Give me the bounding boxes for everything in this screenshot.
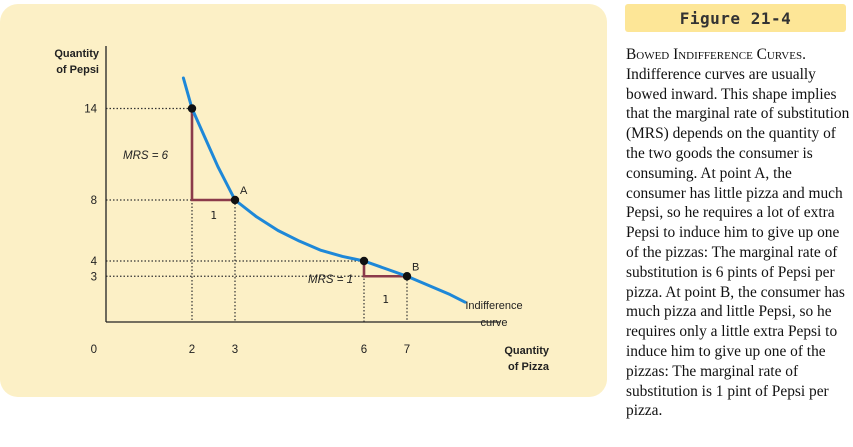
x-axis-title-line1: Quantity xyxy=(504,345,549,357)
point-3 xyxy=(402,272,412,281)
y-axis-title-line2: of Pepsi xyxy=(56,64,99,76)
mrs-step-1 xyxy=(362,261,407,278)
indifference-curve xyxy=(181,76,467,304)
point-0 xyxy=(187,104,197,113)
mrs-label-a: MRS = 6 xyxy=(123,150,169,162)
curve-label-line1: Indifference xyxy=(465,300,522,312)
x-tick-7: 7 xyxy=(404,344,410,356)
mrs-label-b: MRS = 1 xyxy=(308,274,353,286)
chart-panel xyxy=(0,4,607,397)
point-label-B: B xyxy=(412,261,419,273)
y-tick-8: 8 xyxy=(91,195,97,207)
x-tick-6: 6 xyxy=(361,344,367,356)
caption-title: Bowed Indifference Curves. xyxy=(626,46,806,63)
point-2 xyxy=(359,256,369,266)
origin-label: 0 xyxy=(91,344,97,356)
indifference-chart: A B 2 3 6 7 14 8 4 3 0 Quantity of Pepsi Quantity of P… xyxy=(54,46,550,373)
y-tick-3: 3 xyxy=(91,271,97,283)
x-tick-2: 2 xyxy=(189,344,195,356)
mrs-step-0 xyxy=(190,108,235,202)
step-label-b: 1 xyxy=(382,293,389,306)
figure-label: Figure 21-4 xyxy=(625,4,846,32)
y-tick-4: 4 xyxy=(91,256,98,268)
y-tick-14: 14 xyxy=(84,104,97,116)
point-1 xyxy=(230,195,240,205)
x-axis-title-line2: of Pizza xyxy=(508,361,550,373)
caption-body: Indifference curves are usually bowed in… xyxy=(626,65,850,420)
y-axis-title-line1: Quantity xyxy=(54,48,99,60)
point-label-A: A xyxy=(240,185,248,197)
step-label-a: 1 xyxy=(210,209,217,222)
curve-label-line2: curve xyxy=(481,317,508,329)
figure-caption: Bowed Indifference Curves. Indifference … xyxy=(626,45,853,421)
x-tick-3: 3 xyxy=(232,344,238,356)
